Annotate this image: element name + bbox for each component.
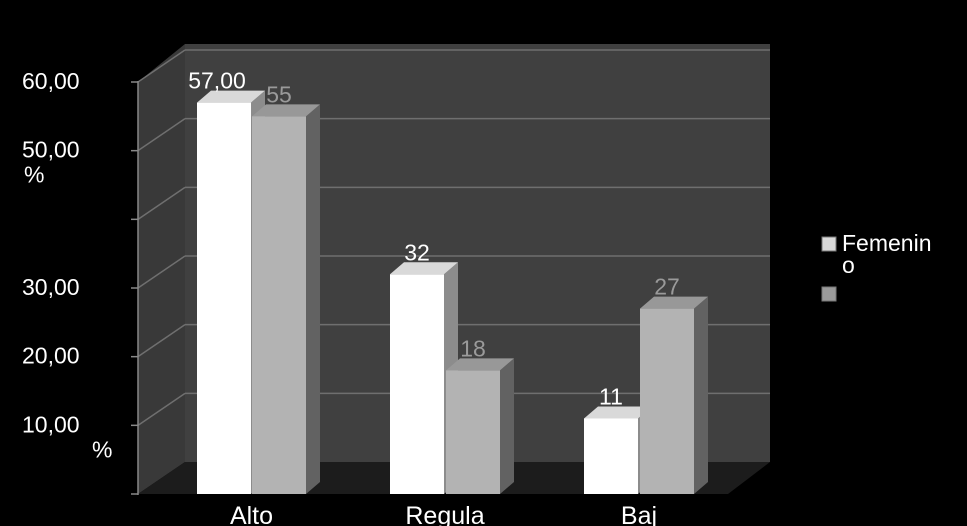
y-axis: 60,00 50,00% 30,00 20,00 10,00%	[22, 68, 139, 495]
x-tick-label: Alto	[230, 502, 273, 526]
x-tick-label: Regula	[405, 502, 484, 526]
bar-top	[446, 358, 514, 371]
legend-item: Femenin o	[821, 230, 931, 278]
chart-back-wall	[185, 44, 770, 462]
gridline-side	[137, 255, 186, 289]
data-labels: 57,00 32 11 55 18 27	[188, 68, 680, 410]
legend-swatch	[821, 236, 837, 252]
y-tick-unit: %	[24, 162, 44, 188]
x-tick-label: Baj	[621, 502, 657, 526]
y-tick-label: 30,00	[22, 274, 80, 300]
legend: Femenin o	[821, 230, 931, 302]
gridline-side	[137, 392, 186, 426]
y-tick-label: 10,00	[22, 411, 80, 437]
data-label: 55	[266, 81, 292, 107]
bar-top	[252, 104, 320, 117]
bar-front	[446, 370, 500, 494]
y-tick-unit: %	[92, 436, 112, 462]
legend-swatch	[821, 286, 837, 302]
bar-front	[197, 102, 251, 494]
bar-top	[640, 296, 708, 309]
data-label: 32	[404, 239, 430, 265]
bars	[197, 90, 708, 494]
data-label: 57,00	[188, 68, 246, 94]
data-label: 27	[654, 274, 680, 300]
bar	[640, 296, 708, 494]
y-tick-label: 20,00	[22, 343, 80, 369]
chart-side-wall	[138, 44, 185, 494]
gridline-side	[137, 118, 186, 152]
legend-label: Femenin o	[842, 230, 931, 278]
bar-top	[390, 262, 458, 275]
y-tick-label: 50,00	[22, 137, 80, 163]
bar-side	[694, 296, 708, 494]
data-label: 18	[460, 335, 486, 361]
legend-item	[821, 286, 837, 302]
bar	[446, 358, 514, 494]
bar-side	[500, 358, 514, 494]
data-label: 11	[599, 383, 623, 409]
gridline-side	[137, 324, 186, 358]
gridline-side	[137, 49, 186, 83]
bar-top	[584, 406, 652, 419]
bar-top	[197, 90, 265, 103]
gridline-side	[137, 186, 186, 220]
bar-side	[306, 104, 320, 494]
bar	[252, 104, 320, 494]
x-axis: Alto Regula Baj	[230, 502, 657, 526]
bar-front	[640, 308, 694, 494]
bar-front	[252, 116, 306, 494]
y-tick-label: 60,00	[22, 68, 80, 94]
bar-front	[390, 274, 444, 494]
bar-front	[584, 418, 638, 494]
